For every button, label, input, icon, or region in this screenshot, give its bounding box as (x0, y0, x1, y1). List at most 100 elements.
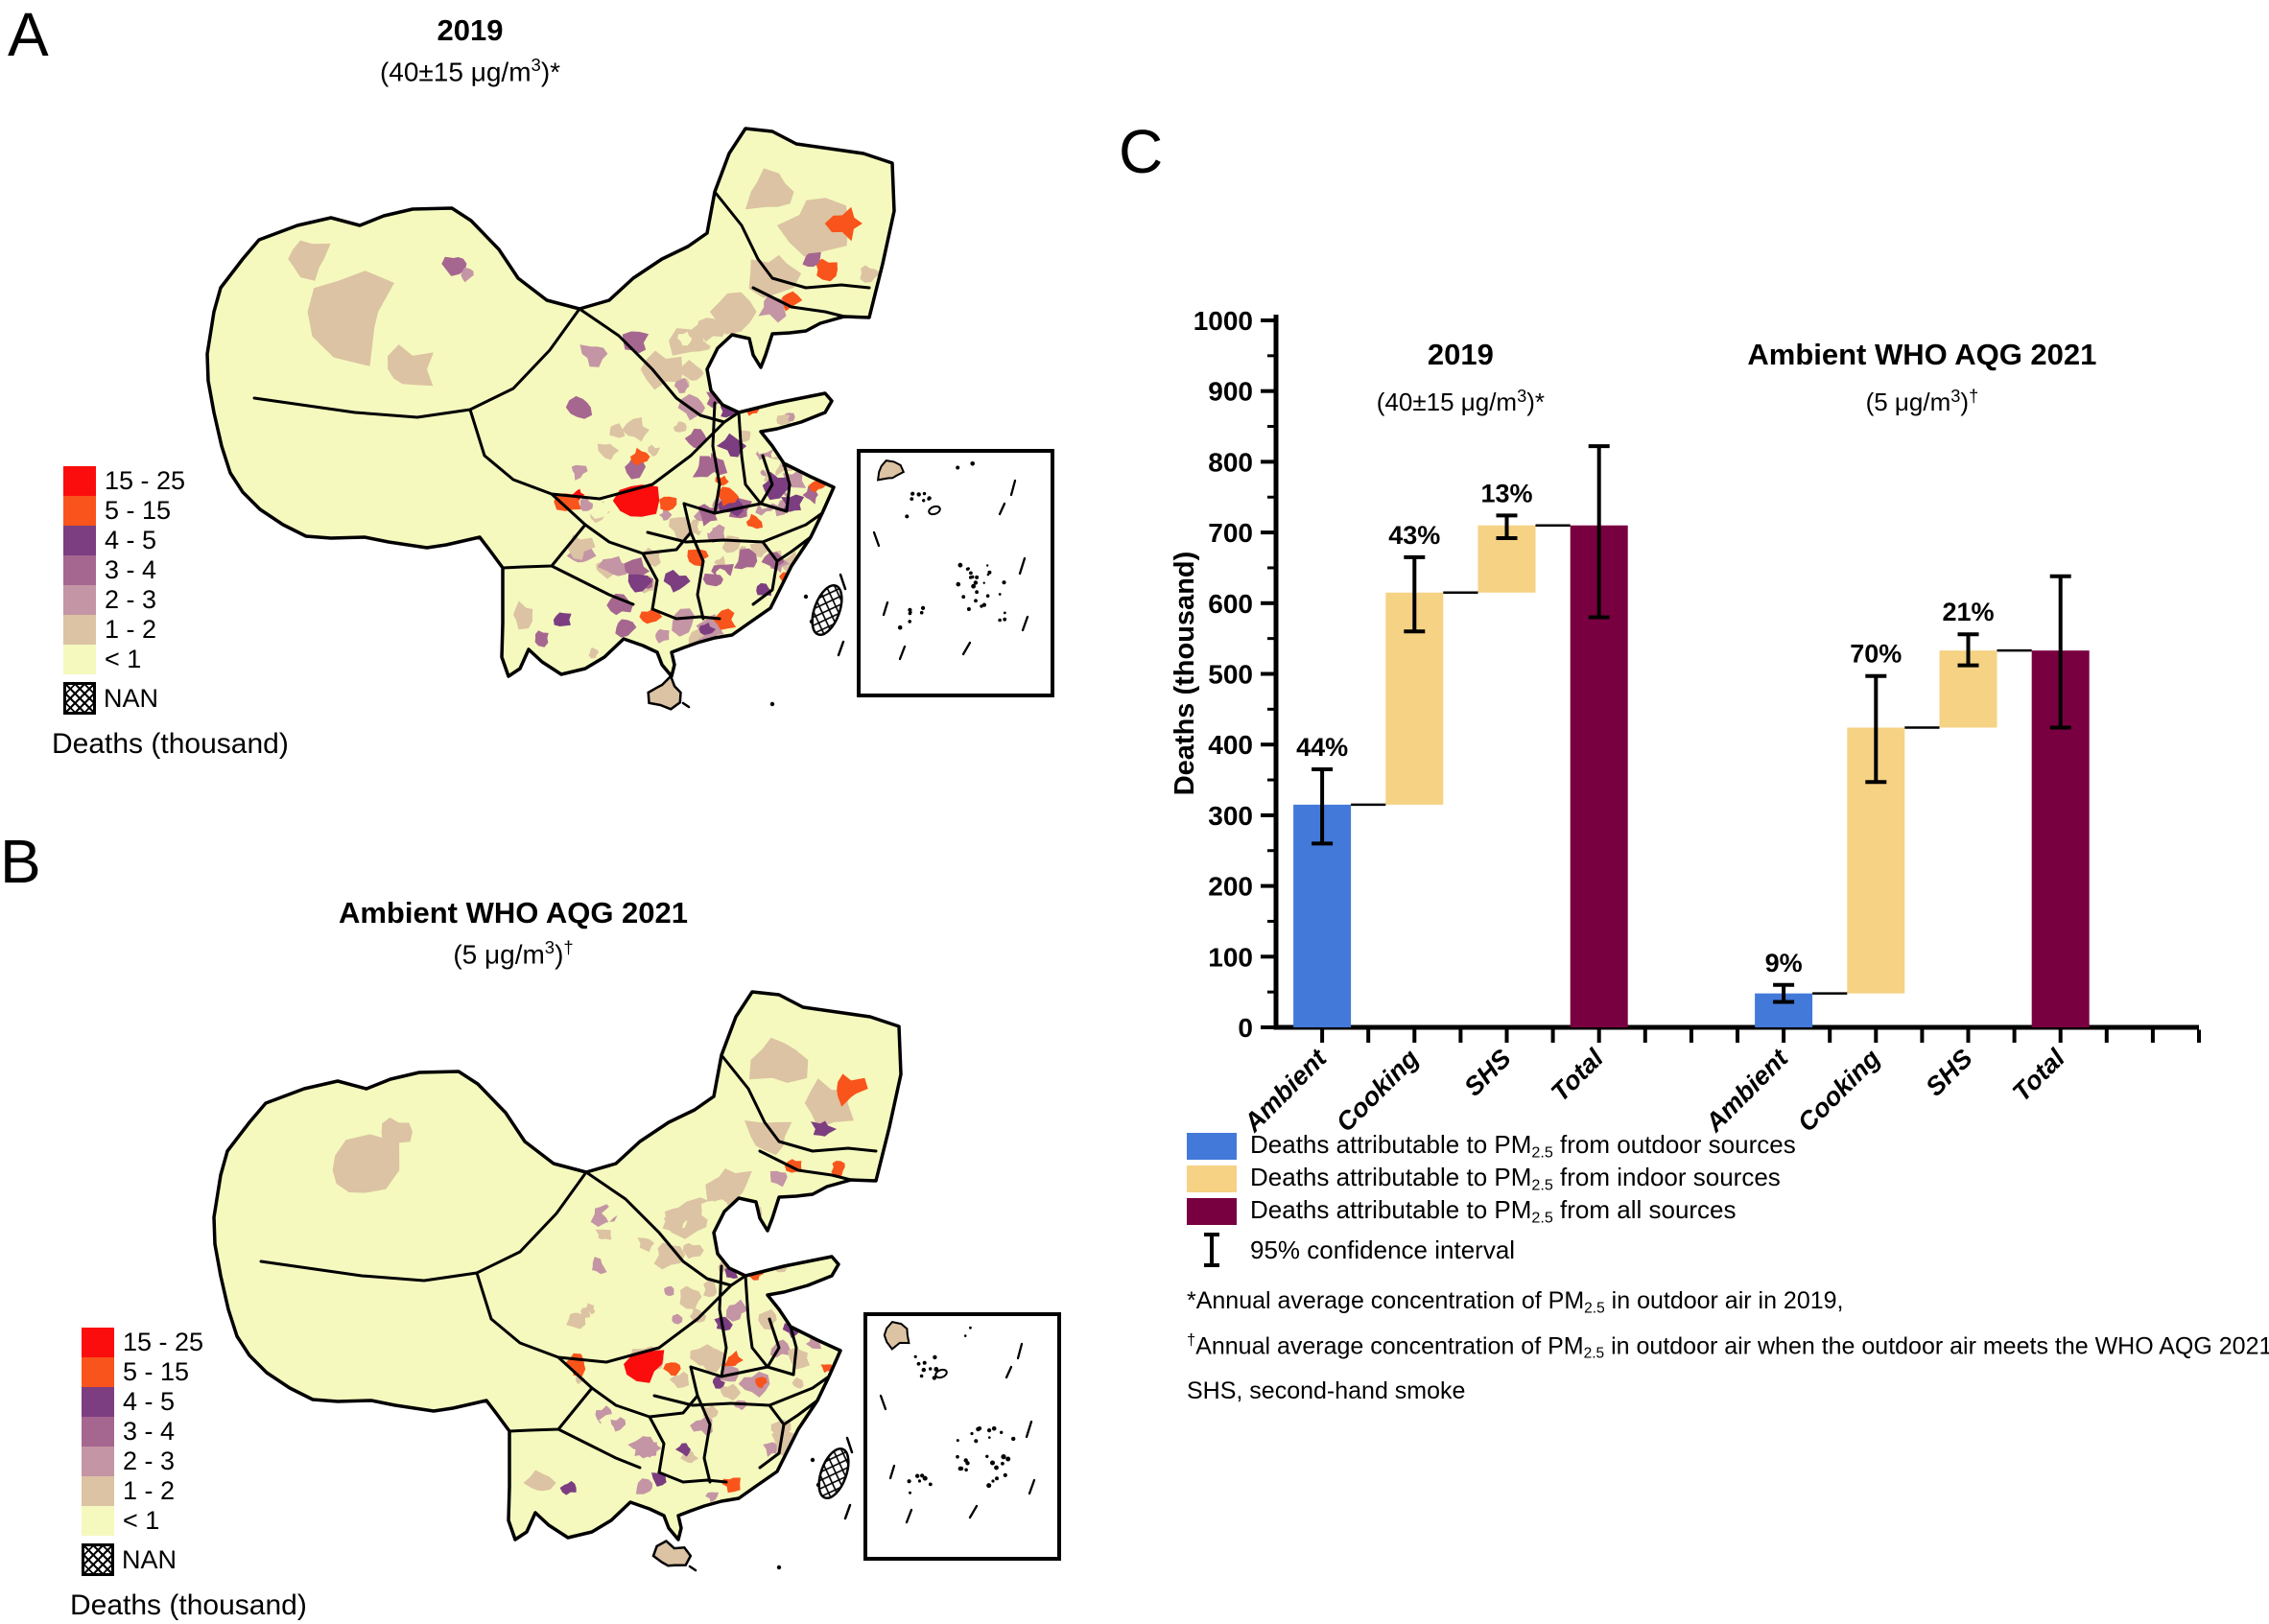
y-tick-label: 700 (1208, 518, 1253, 548)
legend-class-row: 3 - 4 (63, 555, 289, 585)
legend-class-label: 3 - 4 (105, 555, 157, 584)
y-tick-label: 0 (1238, 1013, 1253, 1043)
province-border (578, 307, 726, 424)
legend-class-row: 1 - 2 (63, 615, 289, 645)
taiwan-nan-hatched (811, 583, 843, 637)
legend-class-swatch (63, 496, 96, 526)
legend-class-swatch (63, 585, 96, 615)
nan-swatch (82, 1543, 114, 1576)
china-coastline (212, 990, 903, 1542)
province-border (689, 1365, 795, 1378)
legend-class-row: 5 - 15 (82, 1357, 307, 1387)
y-tick-label: 1000 (1194, 306, 1253, 336)
province-border (718, 1264, 728, 1378)
south-china-sea-inset (863, 1312, 1061, 1561)
chart-legend-label: Deaths attributable to PM2.5 from all so… (1250, 1195, 1737, 1227)
china-choropleth-map-aqg2021 (212, 990, 1061, 1572)
china-coastline (205, 127, 896, 678)
province-border (556, 1274, 747, 1364)
y-tick-label: 300 (1208, 801, 1253, 831)
province-border (646, 530, 789, 544)
province-border (759, 454, 774, 506)
map-a-legend-caption: Deaths (thousand) (52, 728, 289, 760)
x-category-label: SHS (1458, 1044, 1516, 1101)
province-border (792, 1375, 831, 1398)
legend-class-label: 1 - 2 (105, 615, 157, 644)
province-border (720, 1053, 878, 1153)
chart-legend-swatch (1187, 1198, 1237, 1225)
legend-class-swatch (82, 1476, 114, 1506)
map-a-title-block: 2019 (40±15 μg/m3)* (101, 13, 839, 87)
map-a-title: 2019 (437, 13, 504, 47)
nan-label: NAN (104, 683, 159, 713)
province-border (657, 1471, 728, 1484)
province-border (648, 1415, 666, 1474)
nan-swatch (63, 682, 96, 715)
nan-label: NAN (122, 1544, 177, 1574)
province-border (758, 1403, 786, 1470)
error-bar-icon (1187, 1232, 1237, 1268)
x-category-label: SHS (1920, 1044, 1977, 1101)
china-choropleth-map-2019 (205, 127, 1054, 711)
y-axis-title: Deaths (thousand) (1170, 552, 1200, 796)
map-b-subtitle: (5 μg/m3)† (453, 937, 574, 970)
map-b-title: Ambient WHO AQG 2021 (338, 896, 689, 930)
chart-legend-row: Deaths attributable to PM2.5 from indoor… (1187, 1163, 2269, 1195)
hainan-island (647, 673, 682, 711)
south-china-sea-inset (857, 449, 1054, 697)
group-title: 2019 (1428, 338, 1494, 371)
province-border (775, 535, 813, 563)
pct-label: 13% (1480, 479, 1532, 507)
legend-class-swatch (82, 1447, 114, 1476)
province-border (641, 552, 659, 611)
province-border (550, 411, 741, 501)
legend-class-swatch (82, 1506, 114, 1536)
pct-label: 43% (1388, 521, 1440, 550)
legend-class-label: 15 - 25 (105, 466, 186, 495)
province-border (550, 564, 635, 606)
legend-class-label: 4 - 5 (105, 526, 157, 554)
legend-class-row: < 1 (63, 645, 289, 674)
province-border (689, 530, 705, 621)
province-border (584, 1170, 733, 1287)
group-subtitle: (40±15 μg/m3)* (1377, 387, 1545, 416)
map-a-subtitle: (40±15 μg/m3)* (379, 55, 561, 87)
chart-legend-label: Deaths attributable to PM2.5 from indoor… (1250, 1163, 1781, 1194)
legend-class-row: 15 - 25 (63, 466, 289, 496)
pct-label: 21% (1942, 598, 1994, 626)
chart-legend-items: Deaths attributable to PM2.5 from outdoo… (1187, 1130, 2269, 1228)
province-border (583, 502, 693, 555)
province-border (652, 1394, 795, 1407)
panel-b-letter: B (0, 827, 41, 896)
province-border (789, 1325, 798, 1377)
province-border (556, 1427, 642, 1470)
map-b-title-block: Ambient WHO AQG 2021 (5 μg/m3)† (144, 896, 883, 970)
legend-class-swatch (82, 1357, 114, 1387)
legend-class-label: 5 - 15 (123, 1357, 190, 1386)
panel-a-letter: A (8, 0, 49, 69)
group-subtitle: (5 μg/m3)† (1866, 387, 1979, 416)
province-border (713, 190, 871, 290)
legend-class-row: 1 - 2 (82, 1476, 307, 1506)
legend-class-label: 3 - 4 (123, 1417, 176, 1446)
map-b-legend-nan-row: NAN (82, 1543, 307, 1576)
hainan-island (651, 1539, 693, 1567)
footnote: SHS, second-hand smoke (1187, 1377, 1466, 1404)
inset-hainan (876, 459, 906, 482)
legend-class-swatch (63, 615, 96, 645)
province-border (737, 411, 763, 506)
legend-class-swatch (63, 555, 96, 585)
legend-class-swatch (63, 645, 96, 674)
province-border (751, 540, 779, 606)
legend-class-swatch (63, 526, 96, 555)
inset-hainan (883, 1320, 910, 1351)
legend-class-row: 2 - 3 (63, 585, 289, 615)
y-tick-label: 500 (1208, 660, 1253, 690)
province-border (711, 401, 721, 515)
legend-class-label: 2 - 3 (105, 585, 157, 614)
group-title: Ambient WHO AQG 2021 (1747, 338, 2096, 371)
x-category-label: Total (2007, 1044, 2070, 1107)
